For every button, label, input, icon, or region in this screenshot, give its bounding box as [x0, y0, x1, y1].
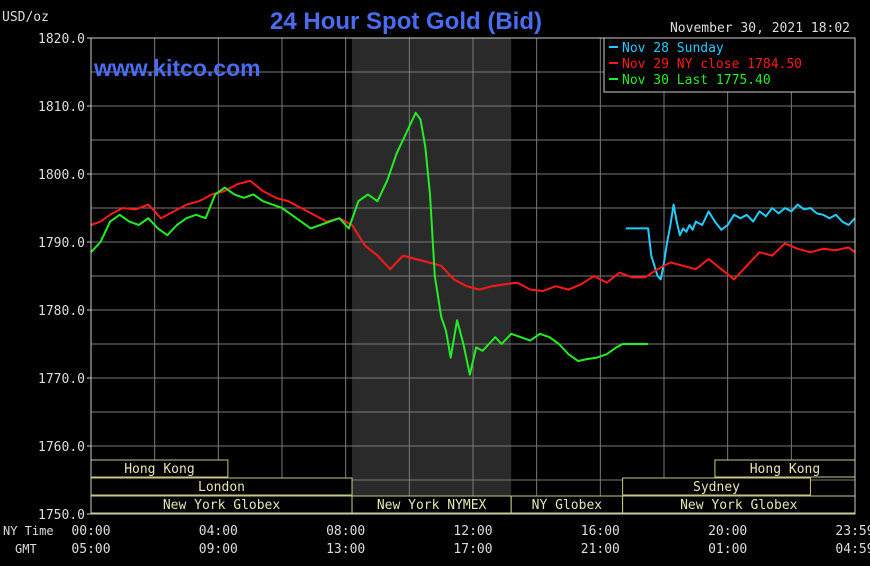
session-label: New York NYMEX: [377, 498, 487, 513]
session-label: London: [198, 480, 245, 495]
legend-entry-nov30: Nov 30 Last 1775.40: [622, 73, 771, 88]
gridlines: [90, 37, 856, 515]
y-tick-label: 1760.0: [38, 440, 85, 455]
x-tick-label-ny: 12:00: [453, 524, 492, 539]
x-tick-label-ny: 16:00: [581, 524, 620, 539]
y-axis-unit: USD/oz: [2, 10, 49, 25]
y-tick-label: 1790.0: [38, 236, 85, 251]
y-tick-label: 1780.0: [38, 304, 85, 319]
y-tick-label: 1810.0: [38, 100, 85, 115]
x-axis-ticks: 00:00 05:00 04:00 09:00 08:00 13:00 12:00 17:00…: [71, 524, 870, 557]
series-line-nov29: [90, 179, 856, 292]
x-tick-label-gmt: 04:59: [835, 542, 870, 557]
x-row-label-ny: NY Time: [3, 524, 54, 538]
legend-box: [603, 37, 856, 93]
session-label: Hong Kong: [124, 462, 194, 477]
price-series: [90, 111, 856, 376]
chart-timestamp: November 30, 2021 18:02: [670, 21, 850, 36]
x-row-label-gmt: GMT: [15, 542, 37, 556]
session-label: New York Globex: [163, 498, 281, 513]
session-label: NY Globex: [532, 498, 603, 513]
session-label: Hong Kong: [750, 462, 820, 477]
x-tick-label-gmt: 21:00: [581, 542, 620, 557]
session-label: New York Globex: [680, 498, 798, 513]
y-tick-label: 1800.0: [38, 168, 85, 183]
x-tick-label-ny: 20:00: [708, 524, 747, 539]
watermark-url: www.kitco.com: [93, 55, 261, 81]
legend-entry-nov29: Nov 29 NY close 1784.50: [622, 57, 802, 72]
x-tick-label-gmt: 09:00: [199, 542, 238, 557]
series-line-nov28: [625, 203, 856, 281]
legend-entry-nov28: Nov 28 Sunday: [622, 41, 724, 56]
y-axis-ticks: 1820.0 1810.0 1800.0 1790.0 1780.0 1770.0 1760…: [38, 32, 91, 523]
x-tick-label-ny: 04:00: [199, 524, 238, 539]
trading-sessions: Hong Kong London New York Globex New York N…: [90, 459, 856, 514]
x-tick-label-ny: 08:00: [326, 524, 365, 539]
x-tick-label-gmt: 17:00: [453, 542, 492, 557]
session-box: [622, 477, 811, 496]
y-tick-label: 1750.0: [38, 508, 85, 523]
x-tick-label-gmt: 01:00: [708, 542, 747, 557]
series-line-nov30: [90, 111, 649, 376]
x-tick-label-ny: 23:59: [835, 524, 870, 539]
x-tick-label-gmt: 13:00: [326, 542, 365, 557]
y-tick-label: 1770.0: [38, 372, 85, 387]
chart-title: 24 Hour Spot Gold (Bid): [270, 8, 542, 35]
y-tick-label: 1820.0: [38, 32, 85, 47]
x-tick-label-gmt: 05:00: [71, 542, 110, 557]
legend: Nov 28 Sunday Nov 29 NY close 1784.50 No…: [603, 37, 856, 93]
plot-frame: [90, 37, 856, 515]
session-label: Sydney: [693, 480, 740, 495]
x-tick-label-ny: 00:00: [71, 524, 110, 539]
